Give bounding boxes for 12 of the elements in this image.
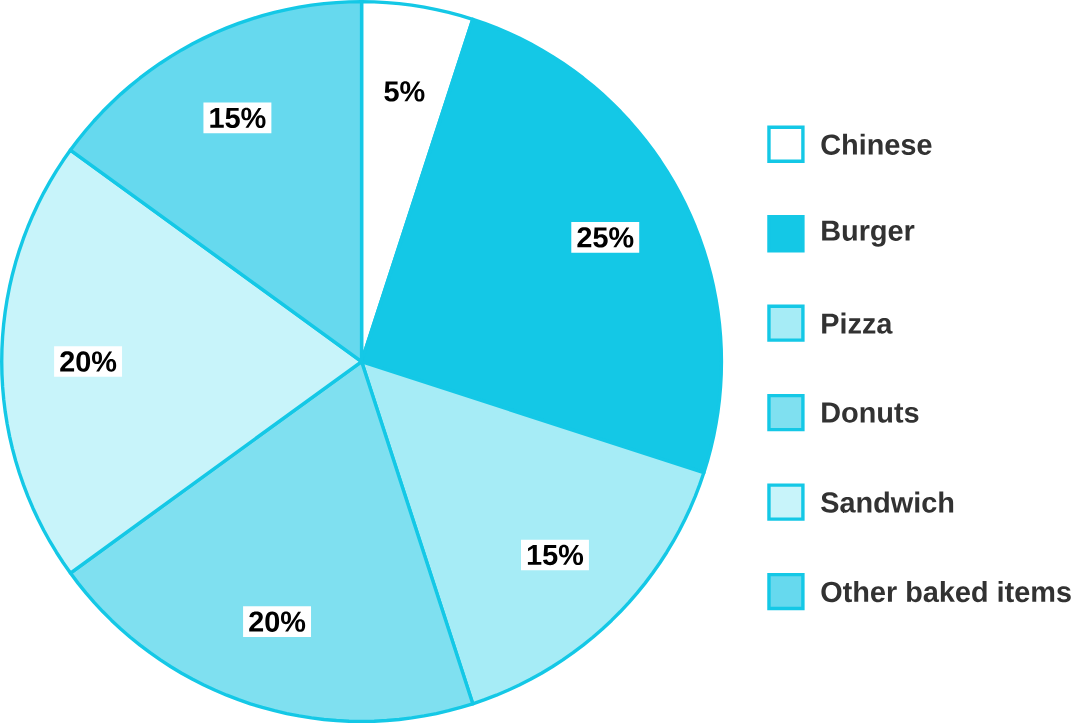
legend-label: Burger xyxy=(822,220,915,247)
data-label: 25% xyxy=(577,227,634,248)
legend-label: Donuts xyxy=(822,402,919,423)
legend-label: Pizza xyxy=(822,312,893,334)
data-label: 20% xyxy=(60,351,117,372)
legend-label: Chinese xyxy=(821,133,932,155)
data-label: 20% xyxy=(249,611,306,632)
data-label: 15% xyxy=(210,107,266,129)
data-label: 15% xyxy=(527,544,584,566)
data-label: 5% xyxy=(384,81,425,102)
legend-label: Sandwich xyxy=(821,491,954,513)
legend-label: Other baked items xyxy=(821,580,1071,603)
